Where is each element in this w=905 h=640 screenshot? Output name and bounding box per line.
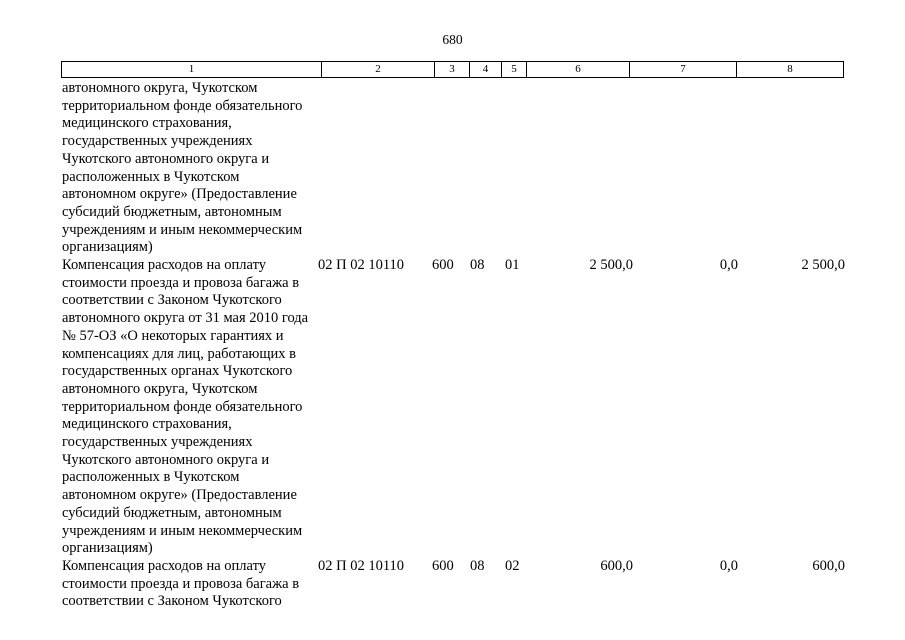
value-col4: 08 (470, 257, 485, 274)
row-text-line: государственных учреждениях (62, 434, 253, 451)
row-text-line: учреждениям и иным некоммерческим (62, 221, 303, 238)
row-text-line: территориальном фонде обязательного (62, 398, 303, 415)
row-name-cell: Компенсация расходов на оплату стоимости… (62, 558, 324, 611)
table-row-continuation: автономного округа, Чукотском территориа… (62, 80, 845, 257)
row-text-line: соответствии с Законом Чукотского (62, 292, 282, 309)
value-col4: 08 (470, 557, 485, 574)
row-text-line: медицинского страхования, (62, 416, 232, 433)
column-header-1: 1 (62, 62, 322, 77)
page-number: 680 (442, 32, 463, 47)
value-col3: 600 (432, 557, 454, 574)
row-text-line: Компенсация расходов на оплату (62, 257, 266, 274)
value-col3: 600 (432, 257, 454, 274)
column-header-5: 5 (502, 62, 527, 77)
value-col2-code: 02 П 02 10110 (318, 557, 405, 574)
row-text-line: компенсациях для лиц, работающих в (62, 345, 296, 362)
row-text-line: автономного округа от 31 мая 2010 года (62, 310, 309, 327)
row-text-line: расположенных в Чукотском (62, 168, 240, 185)
row-text-line: автономного округа, Чукотском (62, 80, 258, 96)
value-col5: 01 (505, 257, 520, 274)
row-text-line: Чукотского автономного округа и (62, 451, 270, 468)
row-text-line: стоимости проезда и провоза багажа в (62, 274, 300, 291)
row-text-line: автономном округе» (Предоставление (62, 186, 297, 203)
row-text-line: учреждениям и иным некоммерческим (62, 522, 303, 539)
column-header-4: 4 (470, 62, 502, 77)
column-header-6: 6 (527, 62, 630, 77)
row-text-line: территориальном фонде обязательного (62, 97, 303, 114)
value-col8-amount: 2 500,0 (801, 257, 846, 274)
table-body: автономного округа, Чукотском территориа… (62, 80, 845, 611)
row-text-line: субсидий бюджетным, автономным (62, 203, 282, 220)
value-col5: 02 (505, 557, 520, 574)
row-name-cell: автономного округа, Чукотском территориа… (62, 80, 324, 257)
table-header-row: 1 2 3 4 5 6 7 8 (61, 61, 844, 78)
row-text-line: государственных учреждениях (62, 133, 253, 150)
value-col2-code: 02 П 02 10110 (318, 257, 405, 274)
column-header-2: 2 (322, 62, 435, 77)
row-text-line: Чукотского автономного округа и (62, 150, 270, 167)
row-text-line: автономного округа, Чукотском (62, 380, 258, 397)
row-text-line: расположенных в Чукотском (62, 469, 240, 486)
table-row-compensation-600: Компенсация расходов на оплату стоимости… (62, 558, 845, 611)
row-text-line: № 57-ОЗ «О некоторых гарантиях и (62, 327, 284, 344)
row-text-line: медицинского страхования, (62, 115, 232, 132)
row-text-line: субсидий бюджетным, автономным (62, 504, 282, 521)
value-col8-amount: 600,0 (812, 557, 845, 574)
row-text-line: Компенсация расходов на оплату (62, 557, 266, 574)
value-col6-amount: 600,0 (600, 557, 633, 574)
table-row-compensation-2500: Компенсация расходов на оплату стоимости… (62, 257, 845, 558)
value-col7-amount: 0,0 (719, 557, 738, 574)
row-text-line: организациям) (62, 239, 153, 256)
value-col6-amount: 2 500,0 (589, 257, 634, 274)
value-col7-amount: 0,0 (719, 257, 738, 274)
column-header-8: 8 (787, 63, 793, 75)
row-text-line: соответствии с Законом Чукотского (62, 593, 282, 610)
row-text-line: организациям) (62, 540, 153, 557)
row-text-line: государственных органах Чукотского (62, 363, 293, 380)
row-name-cell: Компенсация расходов на оплату стоимости… (62, 257, 324, 558)
column-header-3: 3 (435, 62, 470, 77)
row-text-line: стоимости проезда и провоза багажа в (62, 575, 300, 592)
row-text-line: автономном округе» (Предоставление (62, 487, 297, 504)
column-header-7: 7 (630, 62, 737, 77)
